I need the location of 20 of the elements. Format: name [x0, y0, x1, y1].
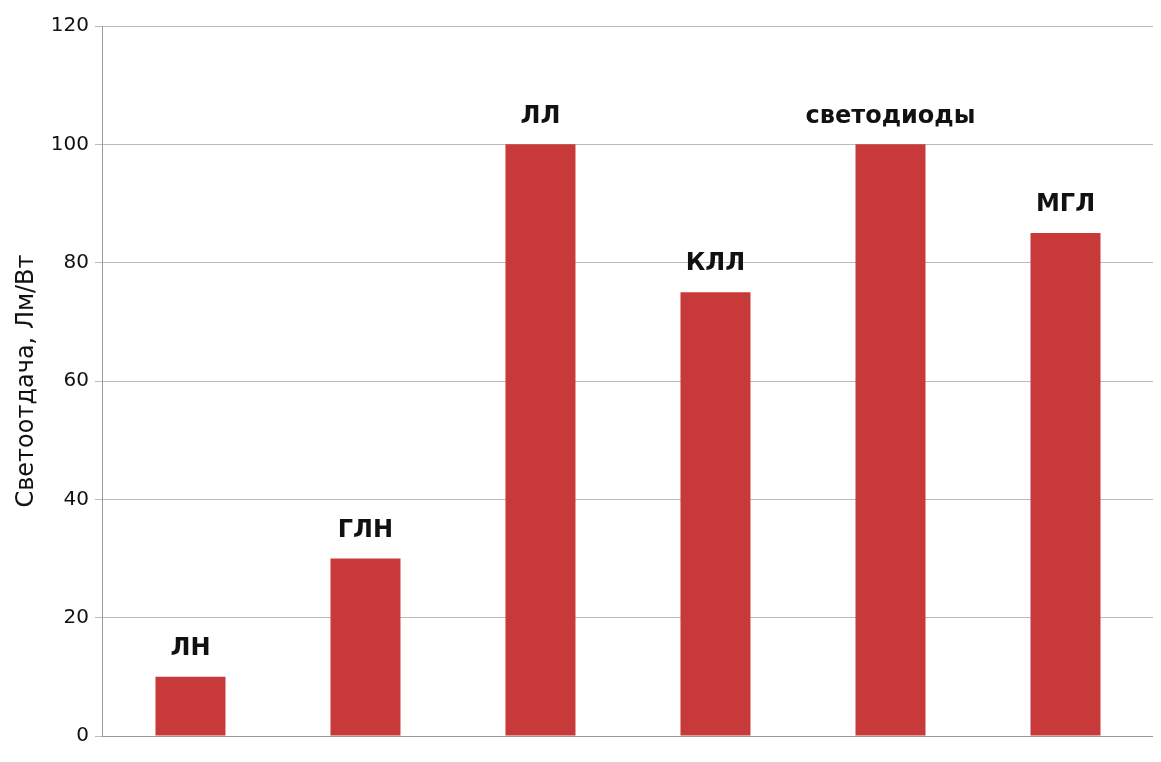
bar	[855, 144, 926, 736]
y-tick-label: 60	[63, 367, 89, 392]
bar	[505, 144, 576, 736]
x-tick-label: КЛЛ	[685, 248, 746, 277]
x-tick-label: МГЛ	[1035, 189, 1096, 218]
bar	[155, 676, 226, 736]
y-tick-label: 20	[63, 603, 89, 628]
y-tick-label: 100	[50, 130, 89, 155]
y-tick-label: 0	[76, 722, 89, 747]
x-tick-label: ЛН	[170, 633, 211, 662]
x-tick-label: светодиоды	[805, 100, 976, 129]
y-axis-title: Светоотдача, Лм/Вт	[10, 254, 39, 508]
y-tick-label: 80	[63, 248, 89, 273]
y-tick-label: 40	[63, 485, 89, 510]
bar	[330, 558, 401, 736]
bar	[1030, 233, 1101, 736]
x-tick-label: ГЛН	[337, 514, 394, 543]
y-tick-label: 120	[50, 12, 89, 37]
bar	[680, 292, 751, 736]
x-tick-label: ЛЛ	[520, 100, 561, 129]
